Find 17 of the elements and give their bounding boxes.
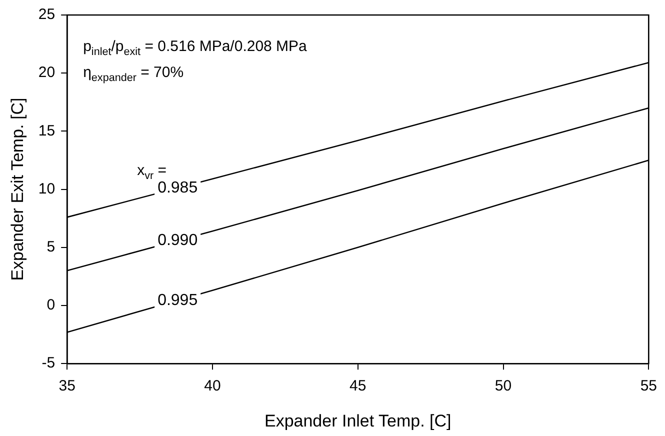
x-tick-label: 35 <box>58 378 76 395</box>
x-axis-title: Expander Inlet Temp. [C] <box>264 411 452 430</box>
x-tick-label: 50 <box>494 378 512 395</box>
x-tick-label: 40 <box>204 378 221 395</box>
x-tick-label: 45 <box>350 378 366 395</box>
y-tick-label: 0 <box>46 296 56 314</box>
series-label: 0.985 <box>158 179 198 196</box>
y-tick-label: 5 <box>46 238 56 256</box>
x-tick-label: 55 <box>640 378 657 395</box>
series-label: 0.995 <box>158 292 198 309</box>
y-tick-label: 10 <box>38 180 56 198</box>
y-tick-label: 15 <box>38 122 56 140</box>
y-tick-label: -5 <box>42 354 56 372</box>
y-tick-label: 20 <box>38 64 56 82</box>
y-axis-title: Expander Exit Temp. [C] <box>8 98 27 281</box>
series-label: 0.990 <box>158 232 198 250</box>
y-tick-label: 25 <box>38 6 56 24</box>
